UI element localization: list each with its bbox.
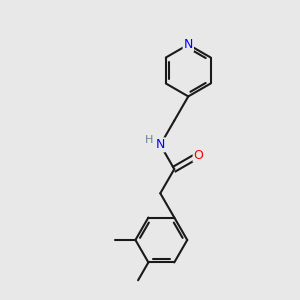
Text: O: O xyxy=(194,148,203,162)
Text: N: N xyxy=(184,38,193,51)
Text: N: N xyxy=(156,138,165,152)
Text: H: H xyxy=(145,135,153,146)
